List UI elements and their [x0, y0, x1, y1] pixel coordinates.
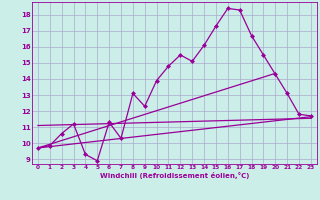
X-axis label: Windchill (Refroidissement éolien,°C): Windchill (Refroidissement éolien,°C)	[100, 172, 249, 179]
